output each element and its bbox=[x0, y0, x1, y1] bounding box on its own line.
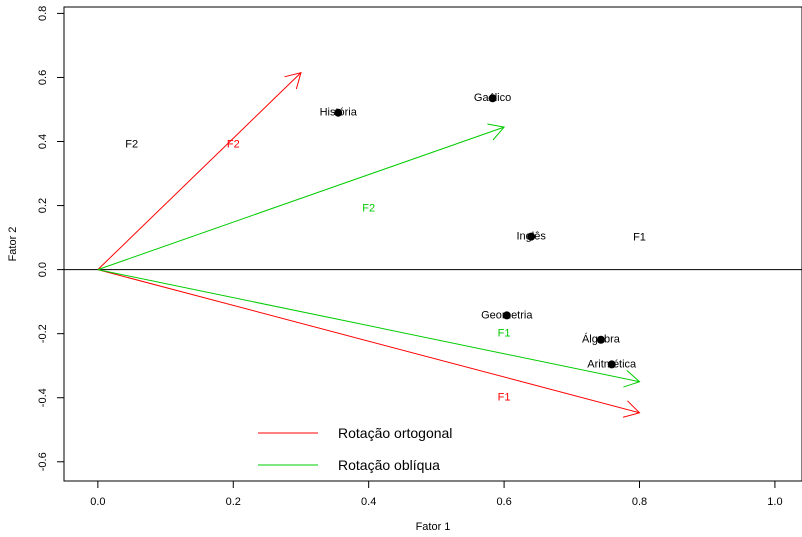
data-point bbox=[488, 94, 497, 103]
x-tick-label: 1.0 bbox=[767, 496, 782, 508]
legend: Rotação ortogonal Rotação oblíqua bbox=[258, 425, 452, 473]
data-point bbox=[596, 335, 605, 344]
vector-f2-series-2 bbox=[97, 126, 505, 271]
y-tick-label: -0.2 bbox=[37, 324, 49, 343]
point-label: Inglês bbox=[516, 231, 546, 243]
vector-label: F2 bbox=[227, 139, 240, 151]
point-label: Geometria bbox=[481, 309, 533, 321]
arrow-head bbox=[622, 400, 641, 418]
rotation-vectors: F1 F2 F1 F2 bbox=[97, 71, 641, 418]
data-point bbox=[334, 108, 343, 117]
x-tick-label: 0.2 bbox=[226, 496, 241, 508]
vector-f1-series-1 bbox=[97, 269, 640, 414]
vector-label: F1 bbox=[498, 392, 511, 404]
arrow-head bbox=[623, 370, 641, 388]
point-label: Gaélico bbox=[474, 92, 511, 104]
x-axis-title: Fator 1 bbox=[416, 521, 451, 533]
y-tick-label: 0.2 bbox=[37, 198, 49, 213]
x-axis: 0.0 0.2 0.4 0.6 0.8 1.0 bbox=[90, 480, 783, 508]
vector-label: F2 bbox=[362, 203, 375, 215]
point-label: História bbox=[320, 107, 358, 119]
y-tick-label: -0.4 bbox=[37, 388, 49, 407]
y-tick-label: 0.0 bbox=[37, 262, 49, 277]
x-tick-label: 0.0 bbox=[90, 496, 105, 508]
y-axis: -0.6 -0.4 -0.2 0.0 0.2 0.4 0.6 0.8 bbox=[37, 6, 65, 471]
y-tick-label: -0.6 bbox=[37, 452, 49, 471]
arrow-head bbox=[487, 123, 506, 141]
point-label: Aritmética bbox=[587, 358, 637, 370]
y-tick-label: 0.6 bbox=[37, 70, 49, 85]
variable-points: Gaélico História Inglês Geometria Álgebra Ari… bbox=[320, 92, 638, 370]
y-tick-label: 0.4 bbox=[37, 134, 49, 149]
data-point bbox=[527, 232, 536, 241]
legend-label: Rotação ortogonal bbox=[338, 425, 452, 441]
vector-label: F1 bbox=[498, 328, 511, 340]
data-point bbox=[607, 360, 616, 369]
x-tick-label: 0.4 bbox=[361, 496, 376, 508]
unrotated-axis-labels: F1 F2 bbox=[125, 139, 646, 244]
vector-f2-series-1 bbox=[97, 72, 302, 270]
y-tick-label: 0.8 bbox=[37, 6, 49, 21]
x-tick-label: 0.6 bbox=[496, 496, 511, 508]
data-point bbox=[502, 311, 511, 320]
point-label: Álgebra bbox=[582, 333, 621, 346]
vector-f1-series-2 bbox=[97, 269, 640, 383]
arrow-head bbox=[284, 71, 302, 90]
y-axis-title: Fator 2 bbox=[7, 227, 19, 262]
x-tick-label: 0.8 bbox=[632, 496, 647, 508]
axis-mark-label: F2 bbox=[125, 139, 138, 151]
axis-mark-label: F1 bbox=[633, 232, 646, 244]
legend-label: Rotação oblíqua bbox=[338, 457, 440, 473]
